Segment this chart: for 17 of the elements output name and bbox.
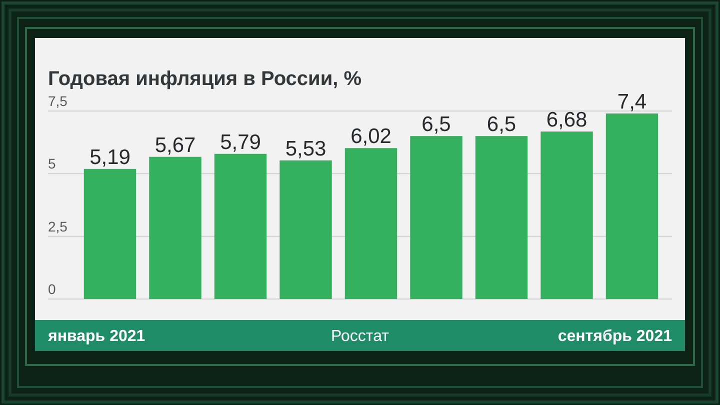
data-label: 6,5 — [486, 113, 516, 136]
data-label: 5,79 — [220, 130, 261, 154]
y-tick-label: 5 — [48, 156, 56, 172]
text: Росстат — [331, 328, 390, 345]
x-tick-label: сентябрь 2021 — [558, 328, 672, 345]
data-label: 6,68 — [546, 108, 588, 132]
data-label: 7,4 — [617, 90, 647, 114]
data-label: 5,19 — [90, 146, 130, 169]
chart-title: Годовая инфляция в России, % — [48, 68, 362, 90]
y-tick-label: 2,5 — [48, 218, 68, 234]
data-label: 5,67 — [154, 134, 196, 157]
x-tick-label: январь 2021 — [47, 328, 146, 345]
y-tick-label: 0 — [48, 281, 56, 297]
y-tick-label: 7,5 — [48, 93, 68, 109]
data-label: 6,02 — [350, 125, 392, 148]
data-label: 6,5 — [422, 113, 451, 136]
data-label: 5,53 — [285, 137, 326, 160]
